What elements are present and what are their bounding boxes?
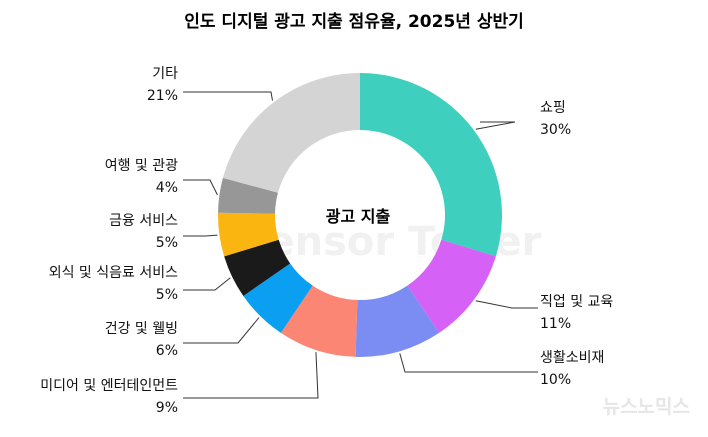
leader-line [183, 317, 260, 344]
slice [355, 285, 440, 357]
slice-label: 여행 및 관광 [105, 158, 178, 174]
leader-line [183, 352, 319, 399]
slice-label: 건강 및 웰빙 [105, 321, 178, 337]
slice-value-label: 11% [540, 316, 571, 332]
slice [243, 263, 313, 333]
leader-line [183, 234, 218, 237]
slice-label: 생활소비재 [540, 350, 604, 366]
slice-value-label: 4% [156, 180, 178, 196]
slice-value-label: 21% [147, 88, 178, 104]
slice-value-label: 5% [156, 235, 178, 251]
slice [360, 73, 502, 257]
slice-value-label: 6% [156, 343, 178, 359]
slice [217, 212, 279, 257]
slice [224, 239, 291, 296]
slice-value-label: 30% [540, 122, 571, 138]
leader-line [183, 179, 218, 196]
slice-label: 미디어 및 엔터테인먼트 [40, 378, 178, 394]
leader-line [183, 277, 231, 291]
donut-slices [217, 73, 502, 357]
center-label: 광고 지출 [326, 207, 391, 226]
slice-label: 쇼핑 [540, 100, 566, 116]
slice-label: 외식 및 식음료 서비스 [49, 265, 178, 281]
slice [280, 285, 358, 357]
chart-title: 인도 디지털 광고 지출 점유율, 2025년 상반기 [184, 12, 524, 32]
slice-labels: 쇼핑 30% 직업 및 교육 11% 생활소비재 10% 미디어 및 엔터테인먼트 9% 건강 … [40, 66, 613, 416]
slice [407, 239, 496, 333]
slice-value-label: 9% [156, 400, 178, 416]
slice [222, 73, 360, 193]
slice-label: 직업 및 교육 [540, 294, 613, 310]
leader-line [183, 91, 273, 101]
slice [218, 177, 278, 214]
leader-lines [183, 91, 538, 399]
leader-line [399, 353, 538, 373]
leader-line [475, 300, 538, 309]
news-mark: 뉴스노믹스 [603, 396, 690, 418]
slice-value-label: 10% [540, 372, 571, 388]
slice-label: 금융 서비스 [109, 213, 178, 229]
leader-line [475, 121, 516, 130]
slice-label: 기타 [152, 66, 178, 82]
slice-value-label: 5% [156, 287, 178, 303]
